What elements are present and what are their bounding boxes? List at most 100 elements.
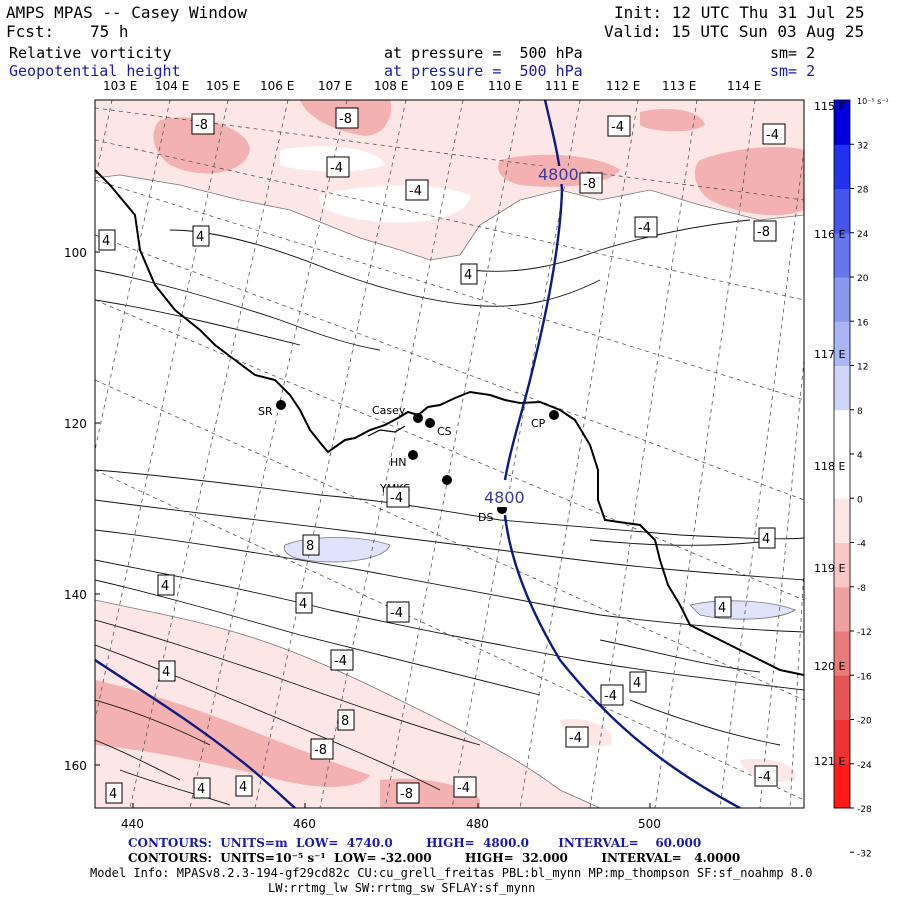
colorbar-label: -28 xyxy=(857,805,872,815)
y-tick-label: 140 xyxy=(64,588,87,602)
height-label-bg xyxy=(536,166,582,184)
vorticity-label-box xyxy=(326,156,350,178)
vorticity-contour-label: -4 xyxy=(604,689,617,704)
station-label: SR xyxy=(258,405,273,418)
vorticity-label-box xyxy=(235,775,253,797)
vorticity-label-box xyxy=(193,777,211,799)
colorbar-label: -12 xyxy=(857,628,872,638)
vorticity-contour-label: -4 xyxy=(611,120,624,135)
height-contour-label: 4800 xyxy=(538,165,579,184)
model-info: Model Info: MPASv8.2.3-194-gf29cd82c CU:… xyxy=(90,866,813,880)
lon-label-top: 109 E xyxy=(430,79,464,93)
shade-neg-8-a xyxy=(153,117,250,174)
colorbar-segment xyxy=(834,542,850,588)
height-contour-label: 4800 xyxy=(484,488,525,507)
station-label: HN xyxy=(390,456,407,469)
lon-label-top: 104 E xyxy=(155,79,189,93)
vorticity-contour-label: -4 xyxy=(638,221,651,236)
height-contour-info: CONTOURS: UNITS=m LOW= 4740.0 HIGH= 4800… xyxy=(128,836,702,850)
vorticity-contour-label: 4 xyxy=(162,665,170,680)
vorticity-contour-label: -8 xyxy=(400,787,413,802)
lon-label-top: 114 E xyxy=(727,79,761,93)
vorticity-contour-label: 4 xyxy=(299,597,307,612)
colorbar-segment xyxy=(834,188,850,234)
colorbar-unit: 10⁻⁵ s⁻¹ xyxy=(857,97,889,106)
vorticity-contour-label: -4 xyxy=(390,491,403,506)
field2-name: Geopotential height xyxy=(9,62,181,80)
vorticity-label-box xyxy=(453,776,477,798)
vorticity-contour-label: -8 xyxy=(339,112,352,127)
vorticity-contour-label: 4 xyxy=(762,532,770,547)
vorticity-label-box xyxy=(754,765,778,787)
shade-neg-8-e xyxy=(640,108,705,132)
colorbar: 10⁻⁵ s⁻¹ 32 28 24 20 16 12 8 4 0 -4 -8 -12 -16 -20 -24 -… xyxy=(833,97,889,859)
colorbar-label: -8 xyxy=(857,584,866,594)
station-marker xyxy=(276,400,286,410)
vorticity-contour-label: 8 xyxy=(341,714,349,729)
station-label: CS xyxy=(437,425,452,438)
shade-neg-4-top xyxy=(95,100,804,261)
coastline xyxy=(95,169,804,676)
vorticity-shading xyxy=(95,100,804,808)
colorbar-label: 0 xyxy=(857,495,863,505)
colorbar-label: 20 xyxy=(857,274,869,284)
lon-label-top: 111 E xyxy=(545,79,579,93)
vorticity-contour-label: -4 xyxy=(390,606,403,621)
colorbar-label: -20 xyxy=(857,717,872,727)
vorticity-label-box xyxy=(396,782,420,804)
forecast-hour: 75 h xyxy=(90,22,129,41)
vorticity-label-box xyxy=(762,123,786,145)
model-info-line2: LW:rrtmg_lw SW:rrtmg_sw SFLAY:sf_mynn xyxy=(268,881,536,895)
colorbar-segment xyxy=(834,409,850,455)
vorticity-contour-label: -4 xyxy=(409,184,422,199)
lon-label-top: 106 E xyxy=(260,79,294,93)
vorticity-label-box xyxy=(405,179,429,201)
vorticity-contour-label: -4 xyxy=(330,161,343,176)
vorticity-label-box xyxy=(714,596,732,618)
vorticity-label-box xyxy=(565,726,589,748)
vorticity-label-box xyxy=(386,601,410,623)
vorticity-contour-label: 8 xyxy=(306,539,314,554)
field2-level: at pressure = 500 hPa xyxy=(384,62,583,80)
field1-smoothing: sm= 2 xyxy=(770,44,816,62)
lon-label-top: 112 E xyxy=(606,79,640,93)
station-marker xyxy=(549,410,559,420)
colorbar-segment xyxy=(834,586,850,632)
vorticity-contour-label: -4 xyxy=(334,654,347,669)
colorbar-label: 24 xyxy=(857,230,869,240)
vorticity-contour-label: -4 xyxy=(457,781,470,796)
station-label: DS xyxy=(478,511,493,524)
field1-level: at pressure = 500 hPa xyxy=(384,44,583,62)
colorbar-segment xyxy=(834,321,850,366)
colorbar-label: 12 xyxy=(857,363,868,373)
vorticity-label-box xyxy=(330,649,354,671)
station-label: Casey xyxy=(372,404,406,417)
x-tick-label: 480 xyxy=(466,817,489,831)
colorbar-segment xyxy=(834,675,850,720)
coastline-island xyxy=(367,425,406,437)
vorticity-label-box xyxy=(629,671,647,693)
vorticity-label-box xyxy=(310,738,334,760)
vorticity-label-box xyxy=(460,263,478,285)
graticule xyxy=(95,100,804,808)
lon-label-right: 121 E xyxy=(814,755,845,768)
y-tick-label: 120 xyxy=(64,417,87,431)
vorticity-label-box xyxy=(753,220,777,242)
vorticity-contour-label: -8 xyxy=(195,118,208,133)
vorticity-label-box xyxy=(607,115,631,137)
vorticity-contour-label: -8 xyxy=(314,743,327,758)
lon-label-top: 110 E xyxy=(488,79,522,93)
colorbar-label: -24 xyxy=(857,761,872,771)
lon-label-top: 103 E xyxy=(103,79,137,93)
colorbar-segment xyxy=(834,454,850,499)
colorbar-segment xyxy=(834,277,850,322)
lon-label-right: 116 E xyxy=(814,228,845,241)
colorbar-label: 4 xyxy=(857,451,863,461)
vorticity-label-box xyxy=(98,229,116,251)
vorticity-contour-label: -8 xyxy=(583,177,596,192)
vorticity-label-box xyxy=(191,113,215,135)
station-label: CP xyxy=(531,417,546,430)
lon-label-right: 119 E xyxy=(814,562,845,575)
colorbar-label: 8 xyxy=(857,407,863,417)
lon-label-right: 115 E xyxy=(814,100,845,113)
